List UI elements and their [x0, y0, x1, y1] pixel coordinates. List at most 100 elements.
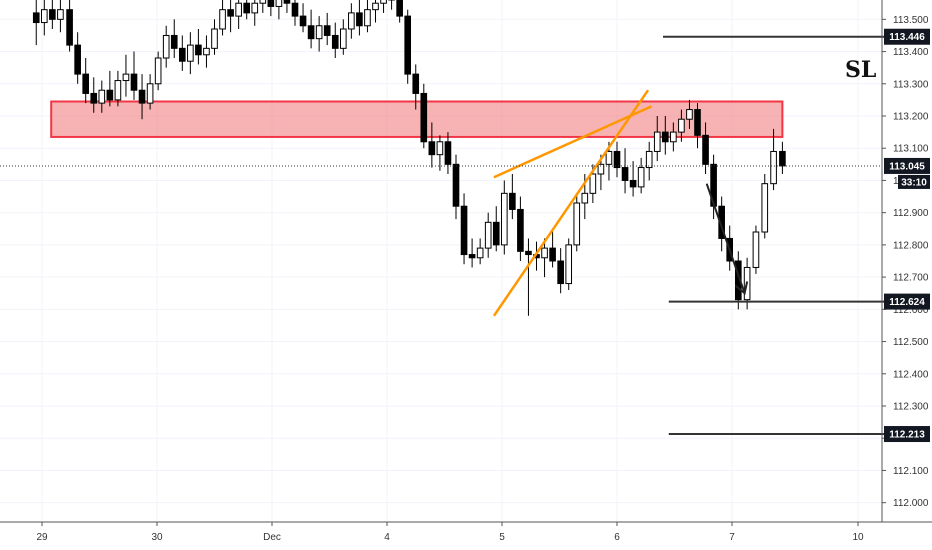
candle-body-down [307, 25, 315, 40]
candle-body-down [452, 163, 460, 207]
candle [138, 74, 146, 120]
candle-body-down [74, 44, 81, 75]
candle-body-up [122, 73, 130, 82]
y-tick-label: 113.100 [893, 144, 929, 155]
candle-body-up [339, 28, 347, 49]
candle-body-down [525, 250, 532, 256]
candle [653, 116, 661, 162]
price-tag-bg [884, 28, 930, 45]
candle-body-down [549, 247, 556, 262]
candle-body-up [678, 118, 685, 133]
x-tick-label: 7 [729, 532, 735, 543]
candle [761, 174, 769, 239]
candle-body-down [396, 0, 403, 17]
y-tick-label: 113.500 [893, 15, 929, 26]
candle-body-up [637, 167, 645, 188]
x-tick-label: Dec [263, 532, 281, 543]
candle-body-up [597, 163, 605, 175]
candle [661, 116, 669, 155]
wedge-trendline [493, 105, 653, 179]
candle-body-down [90, 92, 98, 104]
candle [500, 180, 508, 255]
countdown-bg [898, 174, 930, 189]
candle [396, 0, 403, 23]
candle-body-down [428, 141, 436, 156]
y-tick-label: 112.900 [893, 208, 929, 219]
candle-body-down [299, 15, 307, 27]
candle-body-down [517, 208, 524, 252]
candle [323, 12, 331, 46]
candle [557, 248, 564, 294]
price-tag: 112.213 [884, 426, 930, 443]
y-tick-label: 112.700 [893, 273, 929, 284]
candle [460, 193, 468, 265]
candle [779, 141, 786, 174]
candle [702, 122, 709, 174]
candle [122, 54, 130, 97]
candle-body-down [779, 150, 786, 167]
down-arrow-icon [734, 281, 749, 296]
candle-body-down [49, 9, 56, 20]
price-tag-bg [884, 293, 930, 310]
candle [420, 83, 428, 149]
candle [565, 238, 573, 290]
candle-body-down [412, 73, 420, 94]
candle-body-up [235, 2, 242, 17]
candle [275, 0, 283, 20]
candle-body-up [484, 221, 492, 249]
candle-body-down [702, 134, 709, 165]
x-tick-label: 10 [852, 532, 864, 543]
candle [613, 141, 621, 178]
candle [219, 0, 226, 36]
candle-body-up [40, 9, 48, 24]
candle-body-down [420, 92, 428, 143]
candle-body-down [557, 260, 564, 285]
candle [404, 9, 412, 84]
candle-body-up [219, 9, 226, 30]
time-axis[interactable]: 29 30 Dec 4 5 6 7 10 [36, 522, 864, 543]
candle-body-up [436, 141, 444, 156]
candle-body-up [162, 34, 170, 59]
candle-body-up [670, 131, 677, 143]
candle-body-up [275, 0, 283, 7]
candle [178, 35, 186, 71]
current-price-tag: 113.045 33:10 [884, 157, 930, 189]
candle [74, 32, 81, 84]
candle [770, 128, 777, 191]
candle [372, 0, 379, 23]
candle-body-down [32, 12, 40, 24]
candle [259, 0, 267, 13]
candle [195, 29, 202, 65]
candle-body-down [492, 221, 500, 246]
candle-body-down [283, 0, 291, 4]
candle-body-down [661, 131, 669, 143]
candle-body-up [500, 192, 508, 246]
candle-body-down [138, 89, 146, 104]
candle-body-up [653, 131, 661, 152]
current-price-label: 113.045 [889, 161, 925, 172]
down-arrow-shaft [705, 183, 746, 294]
candle [428, 122, 436, 168]
candle-body-up [573, 202, 581, 246]
candle [356, 0, 363, 36]
countdown-label: 33:10 [901, 177, 927, 188]
candle-body-up [348, 12, 355, 30]
candle [32, 0, 40, 46]
candle [637, 157, 645, 194]
candle [549, 228, 556, 268]
candle-body-up [565, 244, 573, 285]
candle-body-up [259, 0, 267, 4]
x-tick-label: 5 [499, 532, 505, 543]
candle-body-up [315, 25, 323, 40]
candle [645, 141, 653, 181]
candle-body-down [613, 150, 621, 169]
candle-body-down [170, 34, 178, 49]
candle [82, 58, 90, 104]
annotations-layer [0, 35, 896, 436]
candle [364, 0, 371, 33]
candle [484, 212, 492, 258]
candle [509, 174, 516, 220]
candle [670, 122, 677, 152]
candle-body-down [106, 89, 114, 101]
